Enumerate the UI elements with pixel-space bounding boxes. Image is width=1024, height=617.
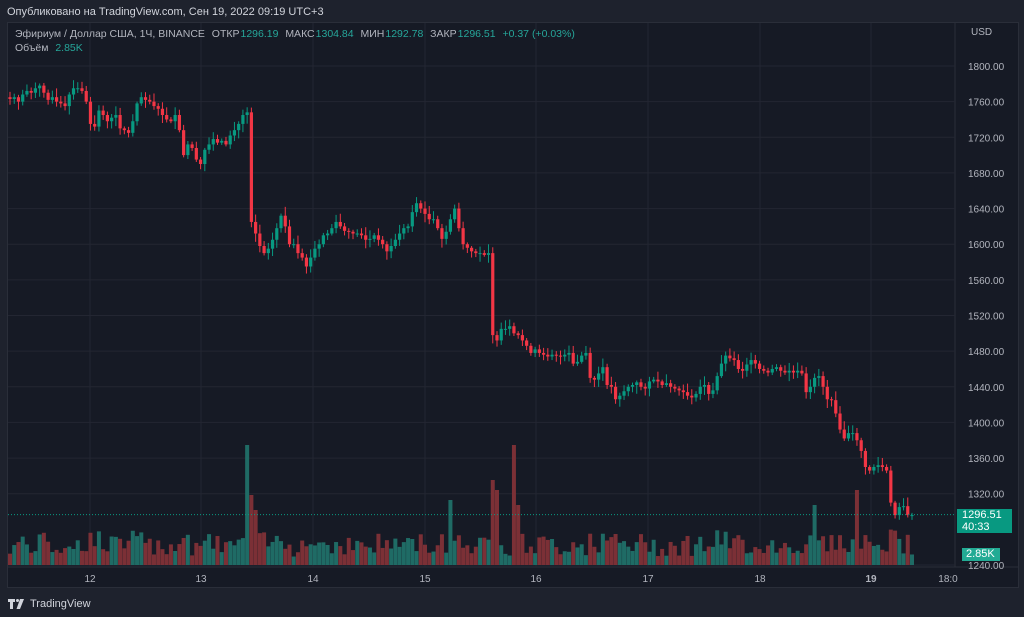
volume-bars [8,445,914,565]
open-label: ОТКР [211,28,240,40]
price-tick: 1760.00 [968,98,1005,109]
time-tick: 14 [307,574,319,585]
time-tick: 13 [195,574,207,585]
bar-countdown: 40:33 [962,521,990,533]
high-label: МАКС [285,28,315,40]
price-tick: 1440.00 [968,383,1005,394]
price-tick: 1800.00 [968,62,1005,73]
price-tick: 1520.00 [968,312,1005,323]
change-value: +0.37 (+0.03%) [502,28,575,40]
volume-value: 2.85K [55,42,83,54]
price-tick: 1560.00 [968,276,1005,287]
last-price-value: 1296.51 [962,509,1002,521]
price-tick: 1400.00 [968,418,1005,429]
time-tick: 18 [754,574,766,585]
time-tick: 12 [84,574,96,585]
time-tick: 16 [530,574,542,585]
low-value: 1292.78 [385,28,424,40]
price-tick: 1600.00 [968,240,1005,251]
low-label: МИН [360,28,385,40]
close-value: 1296.51 [457,28,496,40]
brand-name: TradingView [30,598,91,610]
price-tick: 1640.00 [968,205,1005,216]
price-tick: 1320.00 [968,490,1005,501]
candles [8,80,914,520]
currency-label: USD [971,27,992,38]
time-tick: 18:0 [938,574,958,585]
volume-label: Объём [15,42,49,54]
price-tick: 1240.00 [968,561,1005,572]
high-value: 1304.84 [315,28,354,40]
symbol-label: Эфириум / Доллар США, 1Ч, BINANCE [15,28,205,40]
time-tick: 15 [419,574,431,585]
chart-legend: Эфириум / Доллар США, 1Ч, BINANCE ОТКР12… [15,27,576,55]
price-tick: 1480.00 [968,347,1005,358]
open-value: 1296.19 [240,28,279,40]
price-tick: 1680.00 [968,169,1005,180]
time-tick: 19 [865,574,877,585]
tradingview-logo[interactable]: TradingView [8,598,91,610]
last-volume-tag: 2.85K [962,548,1000,561]
time-tick: 17 [642,574,654,585]
published-caption: Опубликовано на TradingView.com, Сен 19,… [7,6,324,18]
close-label: ЗАКР [430,28,457,40]
price-tick: 1360.00 [968,454,1005,465]
tradingview-logo-icon [8,599,24,609]
price-tick: 1720.00 [968,133,1005,144]
last-price-tag: 1296.51 40:33 [957,509,1012,533]
